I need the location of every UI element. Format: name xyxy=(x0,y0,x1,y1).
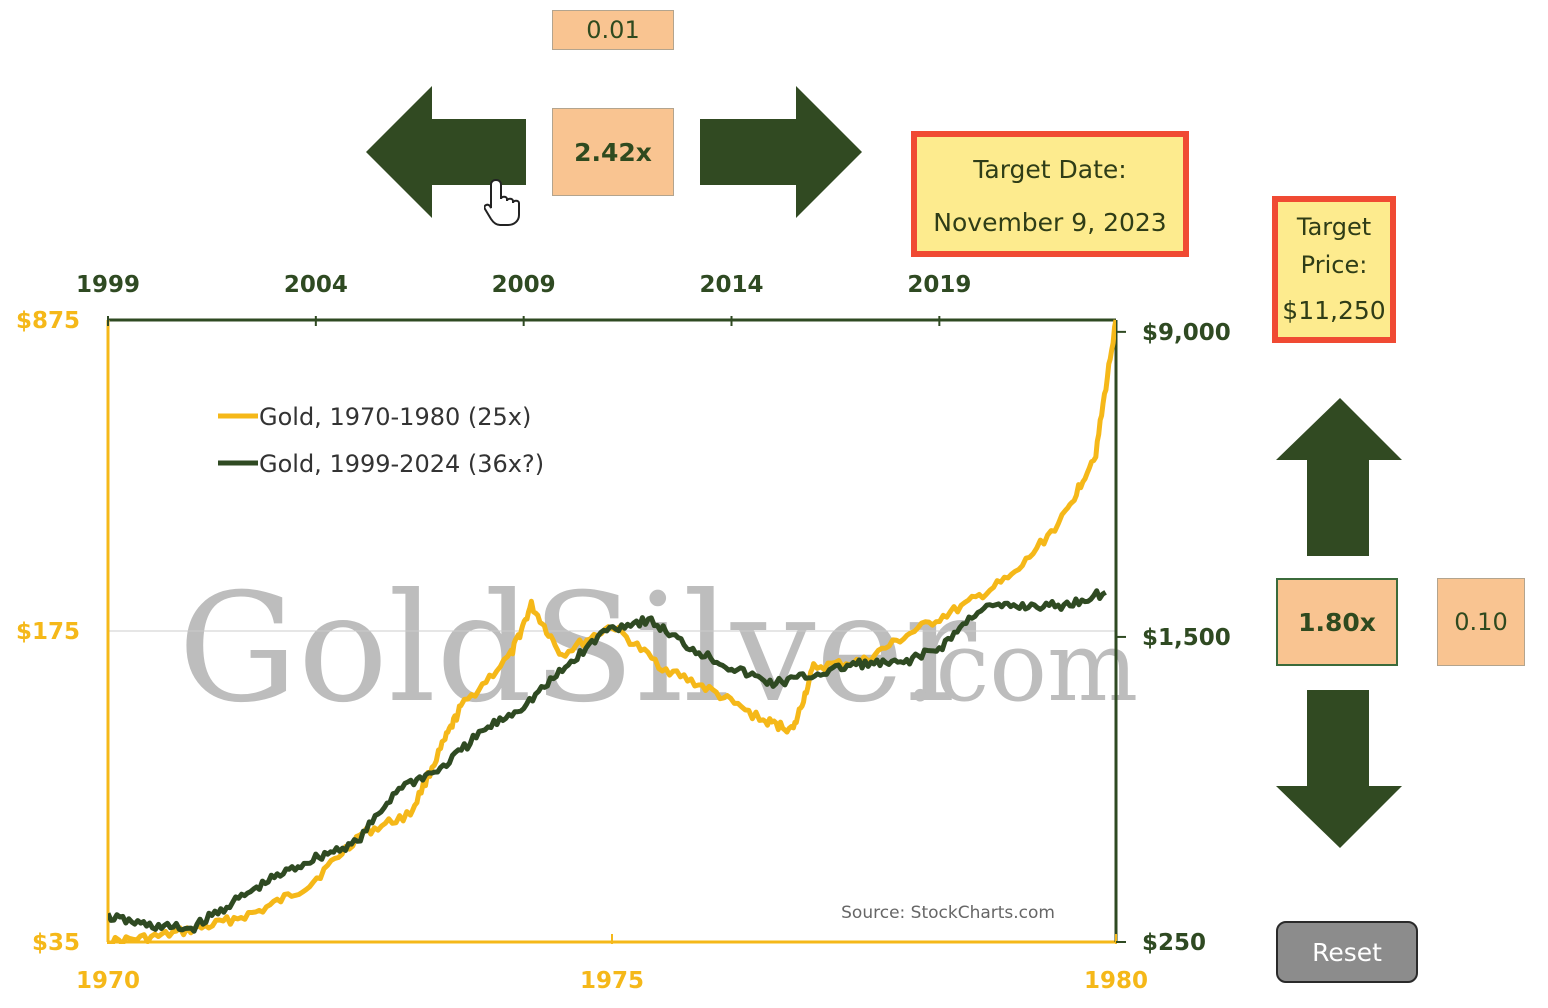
bottom-tick-label: 1975 xyxy=(580,968,644,994)
series-line-gold-1999 xyxy=(108,588,1107,934)
top-tick-label: 2009 xyxy=(492,272,556,298)
up-arrow-button[interactable] xyxy=(1276,398,1404,556)
down-arrow-button[interactable] xyxy=(1276,690,1404,848)
target-price-value: $11,250 xyxy=(1282,296,1386,325)
right-tick-label: $1,500 xyxy=(1142,625,1231,651)
target-date-box: Target Date: November 9, 2023 xyxy=(911,131,1189,257)
legend-label-gold-1970: Gold, 1970-1980 (25x) xyxy=(259,403,531,431)
series-lines xyxy=(108,319,1116,944)
right-tick-label: $250 xyxy=(1142,930,1206,956)
target-price-label-2: Price: xyxy=(1300,251,1368,279)
price-step-box[interactable]: 0.10 xyxy=(1437,578,1525,666)
left-arrow-button[interactable] xyxy=(366,86,528,218)
target-date-value: November 9, 2023 xyxy=(933,208,1167,237)
left-tick-label: $35 xyxy=(32,930,80,956)
date-step-box[interactable]: 0.01 xyxy=(552,10,674,50)
reset-button[interactable]: Reset xyxy=(1276,921,1418,983)
right-arrow-button[interactable] xyxy=(700,86,862,218)
top-tick-label: 2019 xyxy=(907,272,971,298)
right-tick-label: $9,000 xyxy=(1142,320,1231,346)
axis-ticks: 1999 2004 2009 2014 2019 1970 1975 1980 $875 $175… xyxy=(16,272,1231,994)
top-tick-label: 1999 xyxy=(76,272,140,298)
legend-label-gold-1999: Gold, 1999-2024 (36x?) xyxy=(259,450,544,478)
price-multiplier-box[interactable]: 1.80x xyxy=(1276,578,1398,666)
watermark: GoldSilver .com xyxy=(178,562,1138,736)
target-price-label-1: Target xyxy=(1296,213,1372,241)
bottom-tick-label: 1980 xyxy=(1084,968,1148,994)
watermark-main: GoldSilver xyxy=(178,562,976,736)
date-multiplier-box[interactable]: 2.42x xyxy=(552,108,674,196)
legend: Gold, 1970-1980 (25x) Gold, 1999-2024 (3… xyxy=(218,403,544,478)
watermark-suffix: .com xyxy=(905,611,1138,723)
hand-cursor-icon xyxy=(484,178,520,226)
source-note: Source: StockCharts.com xyxy=(841,903,1055,923)
bottom-tick-label: 1970 xyxy=(76,968,140,994)
left-tick-label: $875 xyxy=(16,308,80,334)
left-tick-label: $175 xyxy=(16,619,80,645)
top-tick-label: 2004 xyxy=(284,272,348,298)
target-date-label: Target Date: xyxy=(973,155,1127,184)
top-tick-label: 2014 xyxy=(699,272,763,298)
target-price-box: Target Price: $11,250 xyxy=(1272,196,1396,343)
